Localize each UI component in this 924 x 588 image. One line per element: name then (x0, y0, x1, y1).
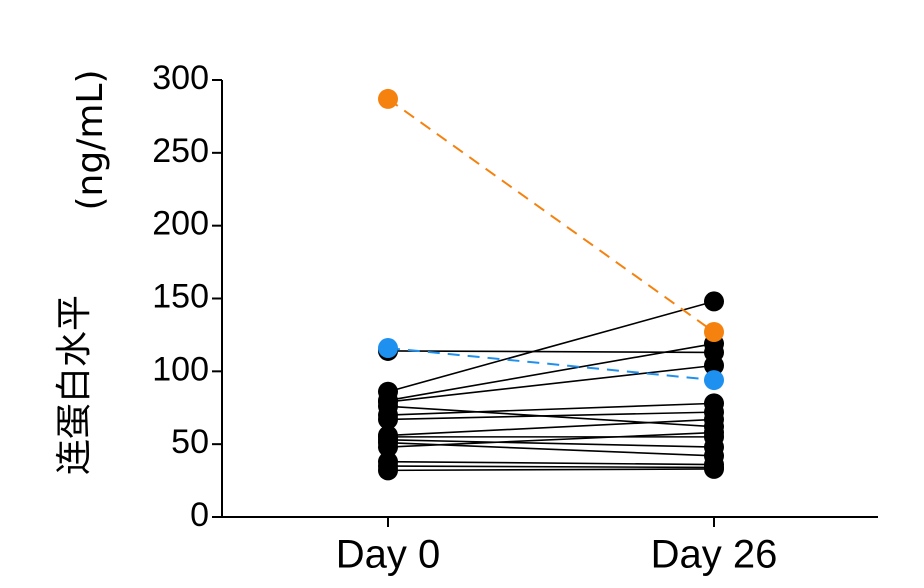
series-line (387, 438, 715, 448)
y-tick-label: 300 (152, 59, 209, 97)
data-point (378, 437, 398, 458)
data-point (378, 460, 398, 481)
data-point (704, 458, 724, 479)
y-tick-label: 150 (152, 277, 209, 315)
y-tick-label: 200 (152, 205, 209, 243)
x-tick-label: Day 26 (651, 533, 778, 577)
series-line (387, 350, 715, 354)
data-point (378, 409, 398, 430)
series-line (387, 468, 715, 472)
data-point (704, 322, 724, 343)
series-line (387, 364, 715, 403)
series-line (387, 300, 715, 393)
data-point (378, 338, 398, 359)
series-line (387, 411, 715, 421)
series-points (378, 88, 724, 481)
series-line (387, 418, 715, 437)
series-line (387, 342, 715, 402)
data-point (704, 355, 724, 376)
series-line (387, 460, 715, 466)
axes: 0 50 100 150 200 250 300 Day 0 Day 26 (152, 59, 878, 577)
series-line (387, 98, 715, 333)
y-axis-name-label: 连蛋白水平 (54, 295, 95, 475)
series-line (387, 431, 715, 448)
series-line (387, 347, 715, 382)
y-tick-label: 100 (152, 350, 209, 388)
data-point (704, 422, 724, 443)
series-line (387, 465, 715, 469)
y-tick-label: 250 (152, 132, 209, 170)
data-point (704, 291, 724, 312)
data-point (378, 88, 398, 109)
data-point (704, 370, 724, 391)
series-line (387, 402, 715, 416)
series-lines (387, 98, 715, 472)
x-tick-label: Day 0 (336, 533, 441, 577)
y-tick-label: 50 (171, 423, 209, 461)
y-tick-label: 0 (190, 496, 209, 534)
y-axis-unit-label: (ng/mL) (70, 69, 111, 210)
